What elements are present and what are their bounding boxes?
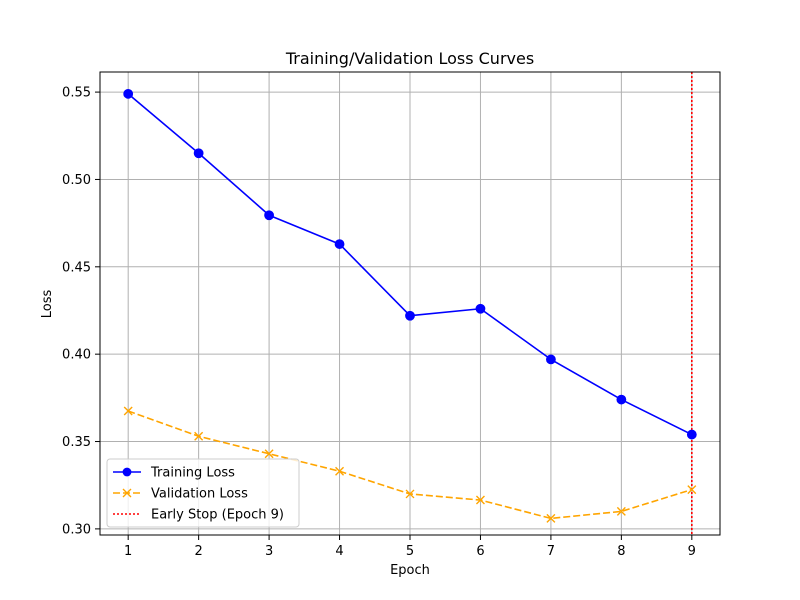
data-point [616, 506, 626, 516]
x-tick-label: 4 [335, 544, 343, 559]
data-point [546, 513, 556, 523]
data-point [616, 394, 627, 405]
y-axis-label: Loss [40, 290, 55, 319]
y-tick-label: 0.45 [62, 260, 91, 275]
x-tick-label: 9 [688, 544, 696, 559]
y-tick-label: 0.30 [62, 522, 91, 537]
data-point [123, 88, 134, 99]
y-axis: 0.30 0.35 0.40 0.45 0.50 0.55 [62, 86, 100, 537]
series-1 [123, 406, 697, 523]
data-point [546, 354, 556, 365]
legend-marker [122, 488, 132, 498]
data-point [687, 485, 697, 495]
x-tick-label: 8 [617, 544, 625, 559]
data-point [334, 239, 345, 249]
data-point [193, 148, 204, 159]
data-point [335, 466, 345, 476]
data-point [264, 210, 274, 221]
x-tick-label: 6 [476, 544, 484, 559]
data-point [475, 495, 485, 505]
data-point [475, 303, 486, 314]
x-tick-label: 3 [265, 544, 273, 559]
x-tick-label: 5 [406, 544, 414, 559]
data-point [194, 431, 204, 441]
legend-box [106, 458, 300, 528]
x-axis: 1 2 3 4 5 6 7 8 9 [124, 535, 696, 559]
x-tick-label: 7 [547, 544, 555, 559]
series-layer [123, 88, 697, 523]
y-tick-label: 0.40 [62, 348, 91, 363]
y-tick-label: 0.55 [62, 86, 91, 101]
x-tick-label: 2 [194, 544, 202, 559]
legend-label: Validation Loss [151, 487, 248, 502]
data-point [686, 429, 697, 440]
chart-title: Training/Validation Loss Curves [285, 49, 534, 68]
x-tick-label: 1 [124, 544, 132, 559]
x-axis-label: Epoch [390, 563, 430, 578]
y-tick-label: 0.35 [62, 435, 91, 450]
legend-label: Early Stop (Epoch 9) [151, 508, 284, 523]
data-point [405, 489, 415, 499]
legend-label: Training Loss [150, 466, 235, 481]
data-point [264, 449, 274, 459]
series-0 [123, 88, 697, 440]
y-tick-label: 0.50 [62, 173, 91, 188]
legend-marker [122, 467, 132, 477]
data-point [405, 310, 415, 321]
legend: Training Loss Validation Loss Early Stop (… [106, 458, 300, 528]
data-point [123, 406, 133, 416]
